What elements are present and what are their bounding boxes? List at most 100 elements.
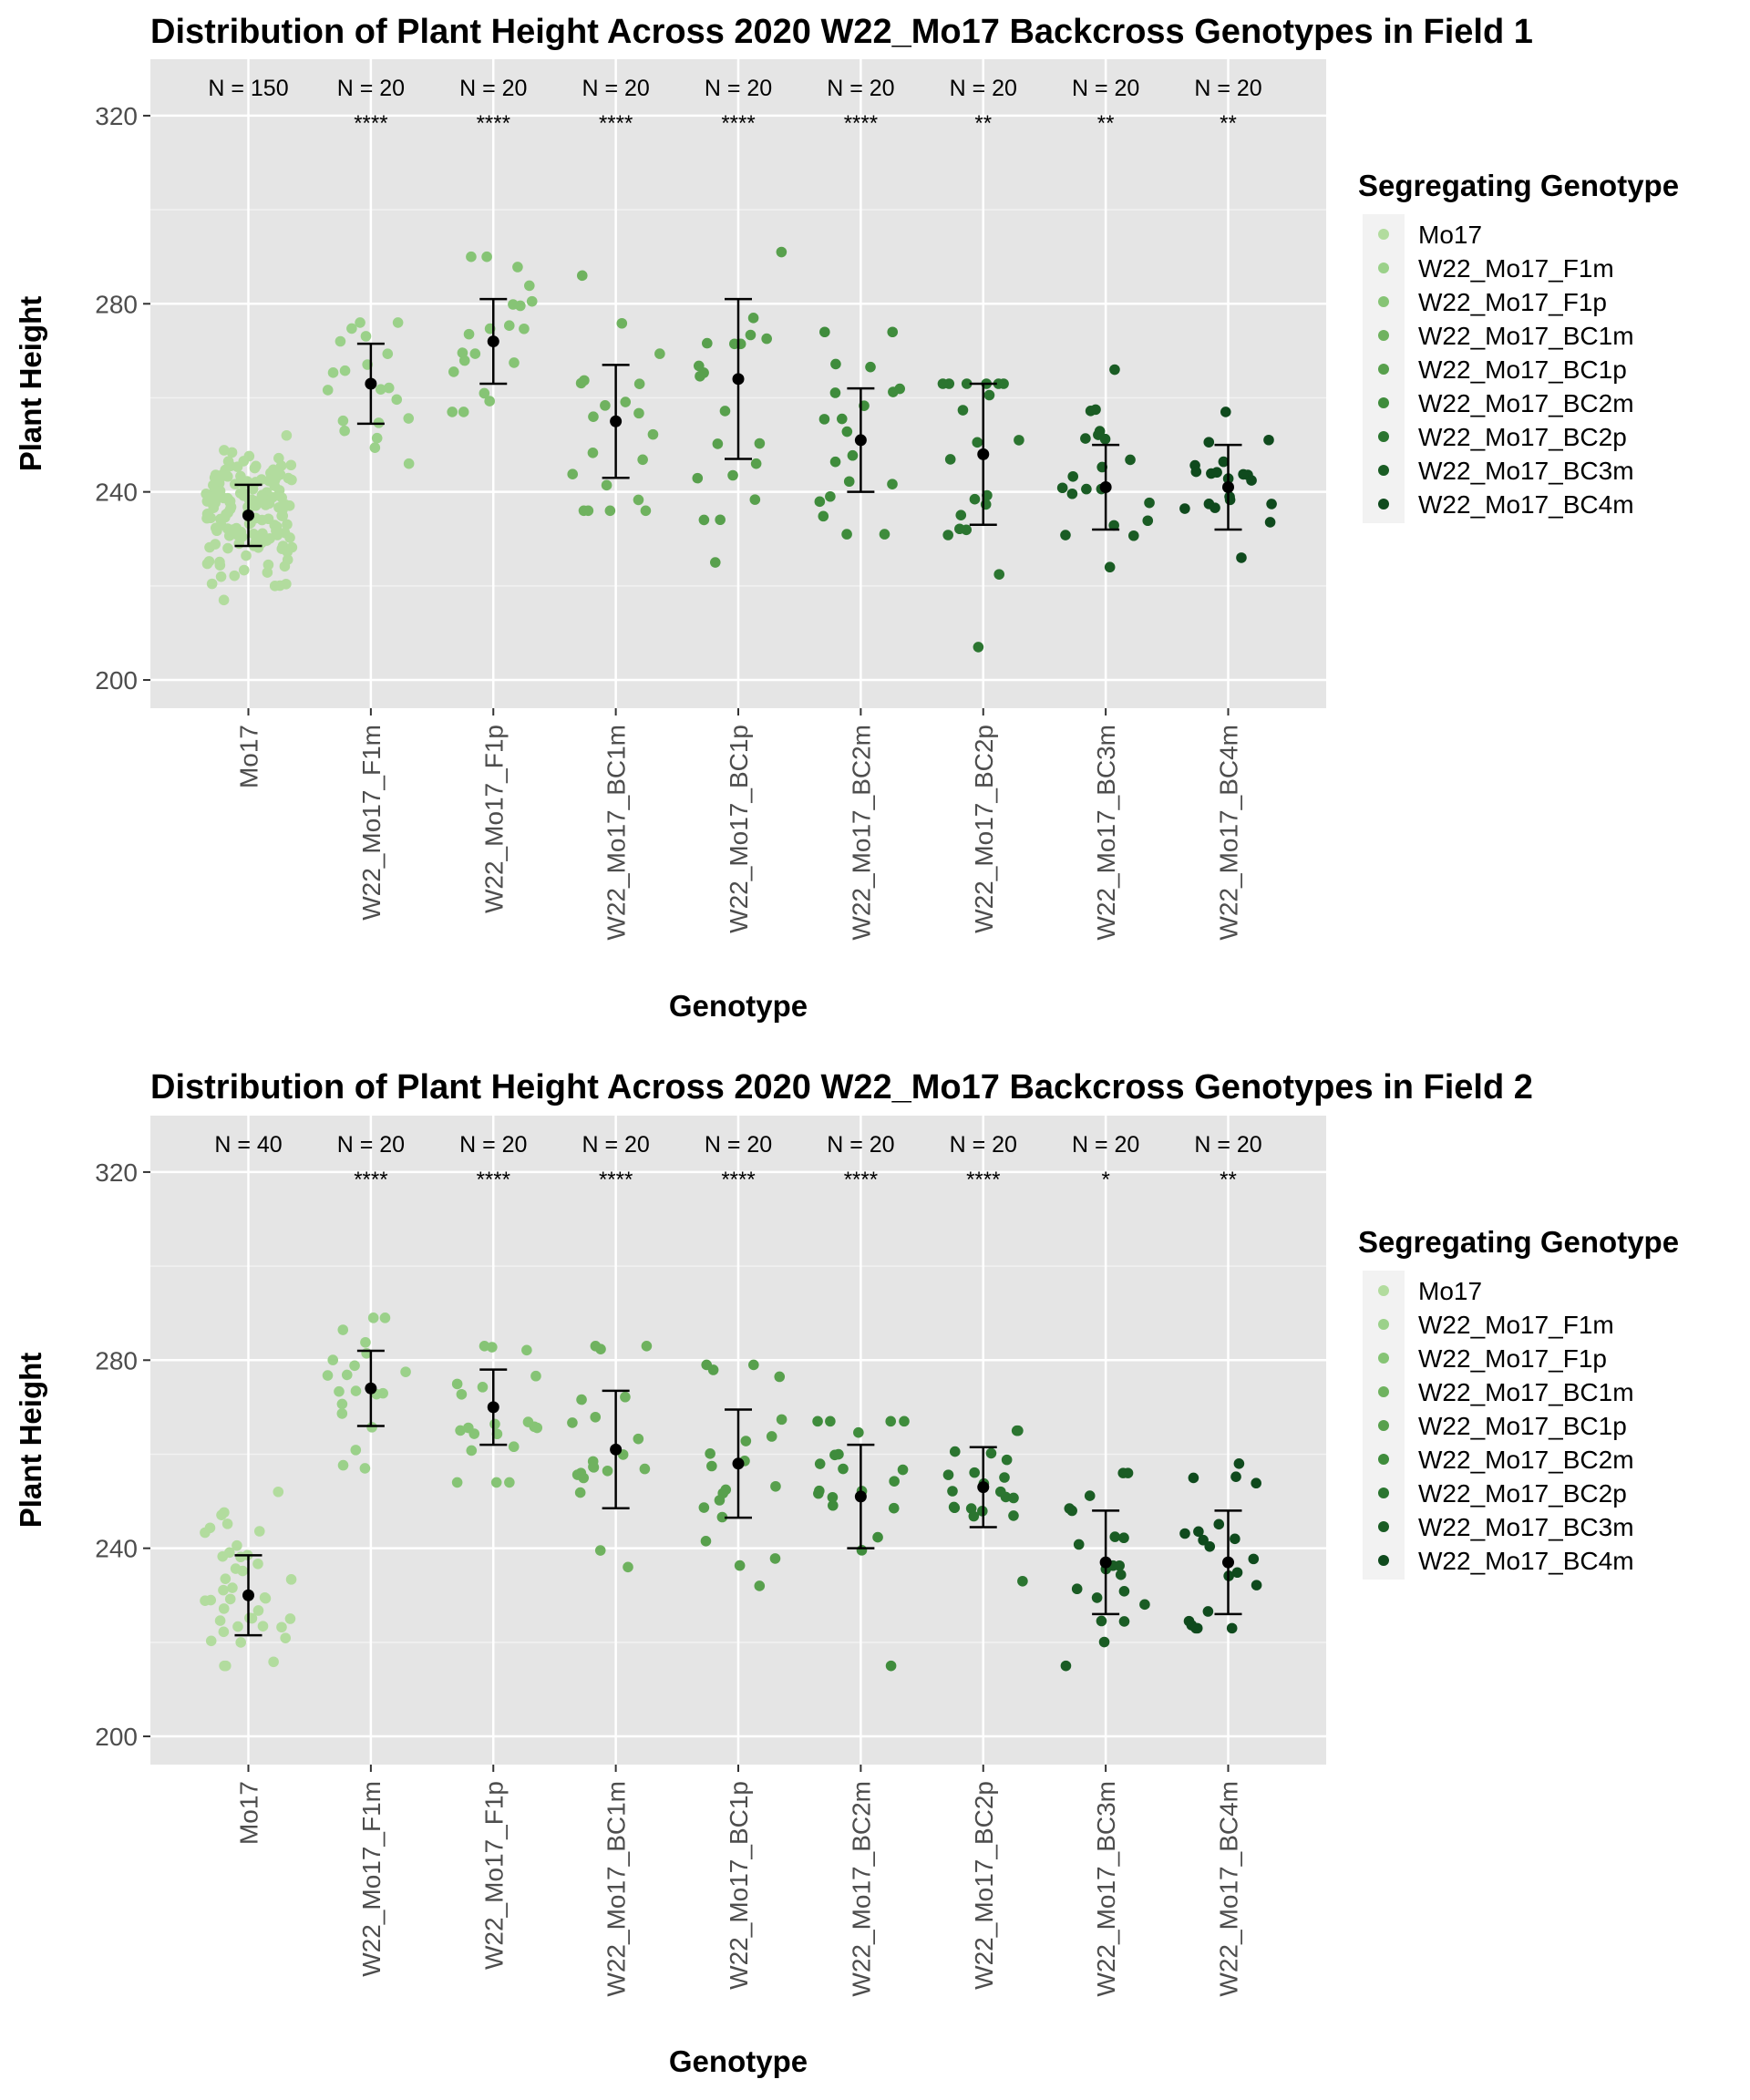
data-point [702,337,713,349]
legend-title: Segregating Genotype [1358,169,1679,202]
mean-point [1099,1556,1112,1569]
data-point [734,1560,746,1571]
y-tick-label: 200 [95,1723,138,1751]
data-point [366,1422,377,1433]
y-axis-title: Plant Height [14,296,47,472]
data-point [1202,1606,1214,1617]
data-point [620,1391,631,1403]
data-point [250,460,262,472]
data-point [818,510,829,522]
data-point [969,1467,980,1478]
legend-label: Mo17 [1418,1277,1482,1305]
data-point [327,1354,339,1365]
data-point [322,1370,334,1381]
data-point [521,1344,532,1356]
data-point [1014,435,1024,446]
data-point [1233,1457,1245,1469]
data-point [201,512,212,524]
data-point [222,542,233,554]
data-point [451,1477,463,1488]
data-point [749,494,761,505]
x-tick-label: W22_Mo17_BC1m [602,725,631,941]
data-point [232,1539,242,1551]
data-point [466,251,477,262]
data-point [1188,1472,1199,1484]
data-point [519,323,530,335]
data-point [523,280,535,292]
data-point [391,394,403,406]
data-point [838,1463,849,1475]
data-point [349,1360,360,1372]
mean-point [487,335,499,348]
data-point [219,445,230,456]
legend-swatch [1378,1420,1389,1431]
data-point [218,1626,230,1638]
data-point [201,489,211,499]
data-point [277,504,288,515]
mean-point [854,1490,867,1503]
data-point [257,1621,269,1632]
data-point [252,1558,263,1570]
data-point [590,1411,602,1423]
data-point [774,1371,786,1383]
legend-label: W22_Mo17_F1m [1418,1311,1614,1339]
significance-label: **** [477,111,510,136]
data-point [275,460,287,471]
data-point [463,328,475,340]
data-point [1213,1518,1225,1530]
data-point [829,456,841,468]
data-point [208,479,219,491]
n-label: N = 20 [950,76,1017,101]
data-point [1142,515,1154,527]
data-point [512,262,523,273]
data-point [766,1431,777,1442]
data-point [1127,530,1139,541]
data-point [379,1312,391,1323]
n-label: N = 20 [827,76,894,101]
data-point [1210,502,1220,513]
data-point [1218,456,1230,468]
data-point [888,386,899,397]
x-tick-label: W22_Mo17_BC2m [847,1781,875,1997]
data-point [761,333,772,345]
data-point [575,1467,587,1478]
n-label: N = 20 [459,76,527,101]
data-point [1118,1616,1130,1627]
data-point [729,338,740,350]
data-point [954,523,965,535]
x-tick-label: W22_Mo17_BC1p [725,1781,753,1990]
x-tick-label: W22_Mo17_BC2p [970,725,998,933]
data-point [590,1341,602,1352]
data-point [995,1486,1006,1498]
data-point [220,1573,232,1584]
data-point [1224,491,1235,502]
data-point [819,326,830,338]
data-point [334,1385,345,1397]
mean-point [610,1443,623,1456]
data-point [235,1637,247,1648]
data-point [1066,488,1078,499]
data-point [1108,520,1119,531]
data-point [982,489,993,501]
data-point [392,317,404,328]
data-point [1230,1533,1240,1545]
data-point [336,1398,348,1410]
data-point [206,578,218,590]
legend-swatch [1378,1555,1389,1566]
legend-label: W22_Mo17_F1p [1418,1344,1607,1373]
data-point [1251,1580,1262,1590]
data-point [271,525,282,537]
legend-swatch [1378,330,1389,341]
data-point [214,556,225,568]
data-point [369,442,381,453]
data-point [937,378,949,389]
data-point [814,1485,825,1497]
data-point [448,366,459,377]
data-point [239,488,251,499]
data-point [253,1526,265,1537]
legend-swatch [1378,1521,1389,1532]
data-point [337,1459,349,1471]
data-point [336,1408,348,1419]
data-point [998,378,1009,389]
data-point [776,246,788,258]
